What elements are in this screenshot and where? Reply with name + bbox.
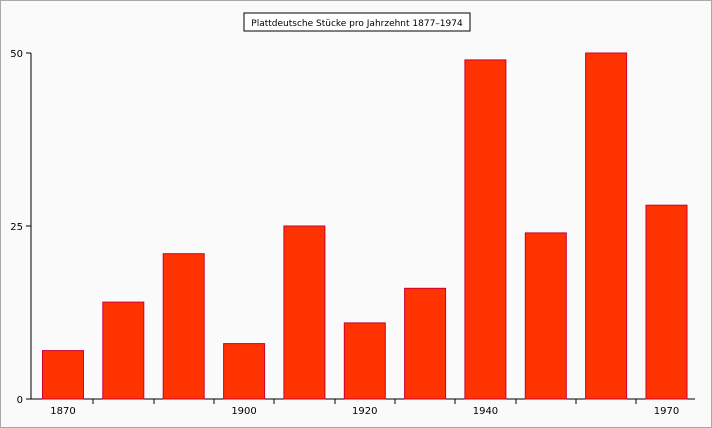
bar-1960 [585, 52, 628, 400]
bar-1950 [524, 232, 567, 400]
bar-1940 [464, 59, 507, 400]
y-tick-label: 25 [10, 222, 23, 233]
x-tick-label: 1920 [352, 406, 377, 417]
chart-title-box [243, 12, 471, 32]
bar-1910 [283, 225, 326, 400]
x-tick-label: 1940 [473, 406, 498, 417]
bar-1900 [223, 343, 266, 400]
bar-1930 [404, 287, 447, 400]
x-axis-ticks: 1870 1900 1920 1940 1970 [50, 399, 679, 417]
bar-1920 [343, 322, 386, 400]
x-tick-label: 1900 [231, 406, 256, 417]
bars-group [42, 52, 688, 400]
y-tick-label: 50 [10, 49, 23, 60]
y-tick-label: 0 [17, 395, 23, 406]
x-tick-label: 1870 [50, 406, 75, 417]
chart-title-group: Plattdeutsche Stücke pro Jahrzehnt 1877–… [243, 12, 471, 32]
x-tick-label: 1970 [654, 406, 679, 417]
bar-1970 [645, 204, 688, 400]
bar-1870 [42, 350, 84, 400]
bar-1880 [102, 301, 145, 400]
chart-title: Plattdeutsche Stücke pro Jahrzehnt 1877–… [251, 19, 463, 29]
bar-1890 [162, 253, 205, 400]
y-axis-ticks: 0 25 50 [10, 49, 31, 406]
